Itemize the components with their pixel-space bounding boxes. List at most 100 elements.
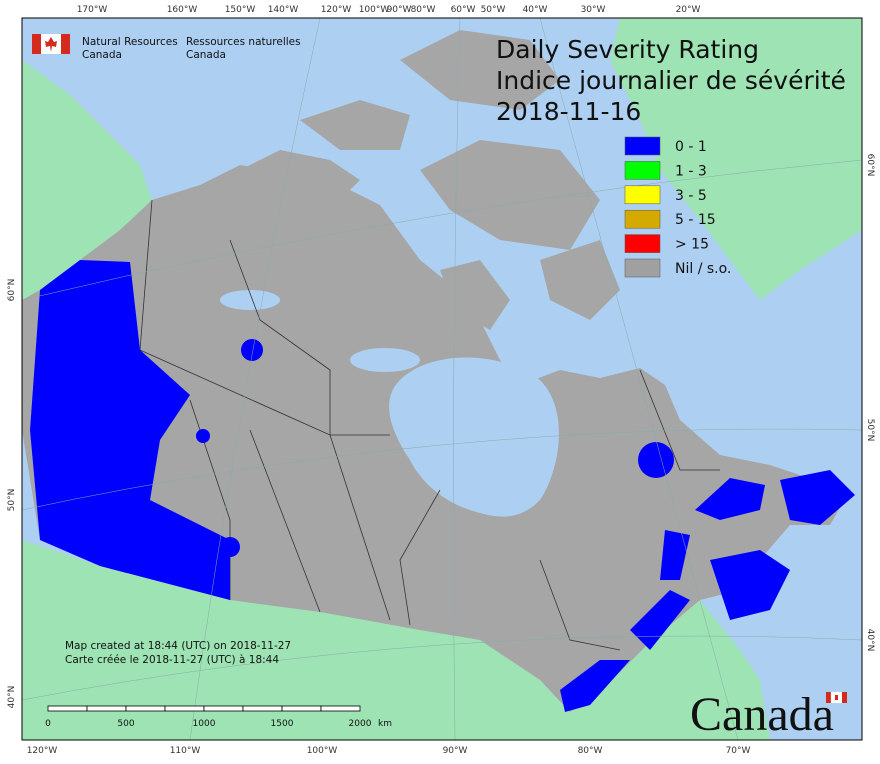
graticule-label-bottom: 70°W	[726, 746, 751, 756]
agency-fr: Canada	[186, 49, 226, 61]
title-line: 2018-11-16	[496, 97, 641, 126]
scale-segment	[164, 705, 205, 712]
legend-label: 5 - 15	[675, 212, 716, 228]
severity-area	[695, 478, 765, 520]
agency-en: Canada	[82, 49, 122, 61]
scale-segment	[86, 705, 127, 712]
legend-label: 0 - 1	[675, 139, 707, 155]
lake	[220, 290, 280, 310]
flag-band	[32, 34, 41, 54]
graticule-label-bottom: 110°W	[170, 746, 201, 756]
graticule-label-right: 40°N	[865, 629, 875, 652]
graticule-label-top: 90°W	[387, 5, 412, 15]
severity-area	[241, 339, 263, 361]
graticule-line	[189, 17, 321, 741]
footnote-line: Map created at 18:44 (UTC) on 2018-11-27	[65, 640, 291, 652]
legend-swatch	[624, 258, 661, 278]
graticule-line	[21, 428, 863, 511]
graticule-label-top: 100°W	[359, 5, 390, 15]
border	[399, 489, 441, 626]
agency-logo	[32, 34, 70, 54]
footnote: Map created at 18:44 (UTC) on 2018-11-27…	[65, 640, 291, 666]
severity-area	[220, 537, 240, 557]
scale-label: 1500	[271, 719, 294, 729]
graticule-label-top: 60°W	[451, 5, 476, 15]
border	[139, 199, 153, 351]
graticule-label-bottom: 90°W	[443, 746, 468, 756]
map-frame	[21, 17, 863, 741]
agency-fr: Ressources naturelles	[186, 36, 301, 48]
scale-label: 1000	[193, 719, 216, 729]
graticule-line	[21, 159, 863, 301]
flag-band	[842, 692, 847, 703]
graticule-labels: 170°W 160°W 150°W 140°W 120°W 100°W90°W 80°W 60…	[7, 5, 875, 756]
border	[229, 239, 331, 435]
arctic-island	[240, 150, 360, 200]
graticule-label-top: 160°W	[167, 5, 198, 15]
wordmark: Canada	[690, 688, 847, 741]
wordmark-text: Canada	[690, 688, 834, 741]
graticule-label-left: 60°N	[7, 279, 17, 302]
legend-swatch	[624, 234, 661, 253]
graticule-label-top: 170°W	[77, 5, 108, 15]
frame-border	[21, 17, 863, 741]
arctic-island	[420, 140, 600, 250]
scale-bar: 0 500 1000 1500 2000 km	[45, 705, 392, 729]
graticule-label-top: 80°W	[411, 5, 436, 15]
severity-area	[30, 260, 230, 600]
graticule-label-bottom: 100°W	[307, 746, 338, 756]
severity-area	[196, 429, 210, 443]
graticule-label-top: 140°W	[268, 5, 299, 15]
arctic-island	[300, 100, 410, 150]
graticule-label-bottom: 80°W	[578, 746, 603, 756]
alaska	[22, 60, 152, 300]
hudson-bay	[389, 357, 559, 517]
legend-label: 3 - 5	[675, 188, 707, 204]
legend-swatch	[624, 185, 661, 205]
severity-area	[710, 550, 790, 620]
maple-leaf	[835, 695, 838, 700]
footnote-line: Carte créée le 2018-11-27 (UTC) à 18:44	[65, 654, 279, 666]
arctic-island	[440, 260, 510, 330]
graticule-label-top: 120°W	[321, 5, 352, 15]
graticule-label-bottom: 120°W	[27, 746, 58, 756]
scale-segment	[281, 705, 322, 712]
scale-label: 500	[117, 719, 134, 729]
greenland	[610, 18, 862, 300]
scale-segment	[47, 705, 88, 712]
title-line: Indice journalier de sévérité	[496, 66, 846, 95]
scale-segment	[242, 705, 283, 712]
legend-label: Nil / s.o.	[675, 261, 731, 277]
severity-area	[660, 530, 690, 580]
graticule-label-left: 40°N	[7, 686, 17, 709]
scale-unit: km	[378, 719, 392, 729]
scale-label: 0	[45, 719, 51, 729]
legend-swatch	[624, 161, 661, 180]
legend-label: > 15	[675, 237, 709, 253]
border	[539, 559, 621, 651]
graticule-line	[21, 635, 863, 701]
graticule-label-right: 60°N	[865, 154, 875, 177]
legend: 0 - 1 1 - 3 3 - 5 5 - 15 > 15 Nil / s.o.	[624, 136, 731, 278]
legend-swatch	[624, 136, 661, 156]
legend-label: 1 - 3	[675, 163, 707, 179]
maple-leaf	[45, 37, 57, 52]
scale-segment	[203, 705, 244, 712]
graticule-label-top: 40°W	[523, 5, 548, 15]
graticule-label-left: 50°N	[7, 489, 17, 512]
severity-area	[780, 470, 855, 525]
severity-area	[630, 590, 690, 650]
legend-swatch	[624, 209, 661, 229]
arctic-island	[400, 30, 560, 110]
scale-segment	[320, 705, 361, 712]
severity-areas	[30, 260, 855, 712]
graticule-label-top: 20°W	[676, 5, 701, 15]
title-line: Daily Severity Rating	[496, 35, 759, 64]
arctic-island	[540, 240, 620, 320]
severity-area	[560, 660, 630, 712]
border	[329, 434, 391, 621]
flag-band	[826, 692, 831, 703]
flag-band	[61, 34, 70, 54]
